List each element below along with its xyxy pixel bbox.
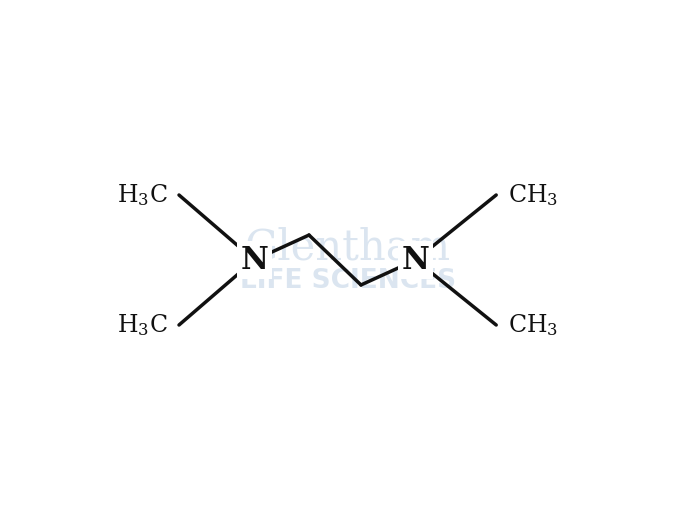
Text: Glentham: Glentham [245,226,451,268]
Text: N: N [240,244,269,276]
Text: N: N [402,244,429,276]
Text: LIFE SCIENCES: LIFE SCIENCES [240,268,456,294]
Text: $\mathregular{H_3C}$: $\mathregular{H_3C}$ [117,312,168,338]
Text: $\mathregular{H_3C}$: $\mathregular{H_3C}$ [117,182,168,208]
Text: $\mathregular{CH_3}$: $\mathregular{CH_3}$ [507,182,557,208]
Text: $\mathregular{CH_3}$: $\mathregular{CH_3}$ [507,312,557,338]
